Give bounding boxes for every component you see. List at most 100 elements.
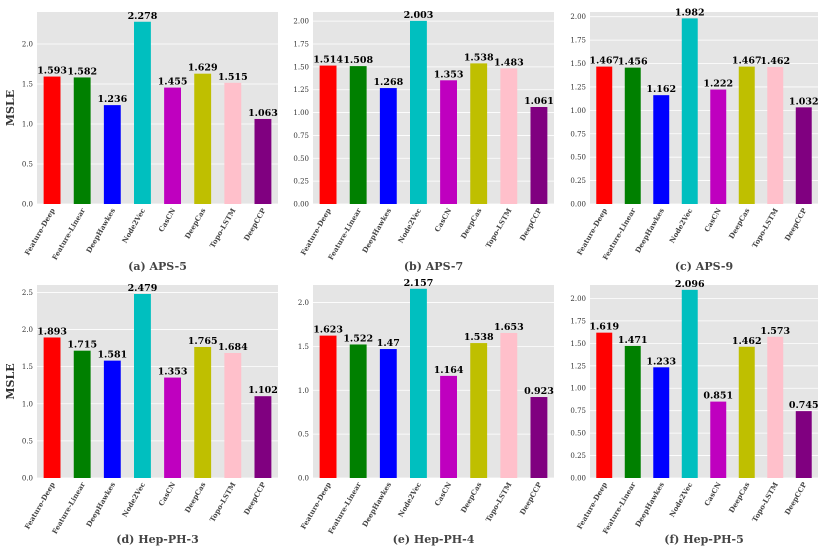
x-tick-label: Node2Vec [120, 207, 147, 245]
x-tick-label: Topo-LSTM [484, 206, 514, 249]
y-tick-label: 0.00 [570, 475, 586, 483]
data-label: 0.851 [703, 391, 733, 402]
data-label: 1.061 [524, 96, 554, 107]
y-tick-label: 1.75 [570, 317, 586, 325]
bar [738, 66, 755, 204]
bar [224, 352, 242, 478]
data-label: 1.462 [760, 56, 790, 67]
x-tick-label: DeepCas [727, 206, 752, 240]
y-tick-label: 2.0 [22, 326, 33, 334]
data-label: 1.982 [675, 7, 705, 18]
x-tick-label: DeepCCP [242, 206, 268, 243]
data-label: 1.514 [313, 55, 343, 66]
plot-area [37, 285, 278, 478]
y-tick-label: 0.25 [570, 177, 586, 185]
data-label: 1.483 [494, 57, 524, 68]
x-tick-label: Topo-LSTM [208, 480, 238, 523]
y-tick-label: 1.0 [298, 387, 309, 395]
data-label: 1.765 [188, 336, 218, 347]
chart-panel: 0.0 0.5 1.0 1.5 2.0 MSLE 1.593 Feature-Deep 1.58… [4, 11, 278, 273]
bar [500, 332, 518, 478]
bar [653, 95, 670, 204]
data-label: 1.456 [618, 57, 648, 68]
y-tick-label: 2.0 [22, 41, 33, 49]
chart-caption: (d) Hep-PH-3 [116, 533, 198, 546]
data-label: 1.353 [158, 367, 188, 378]
plot-area [313, 12, 554, 204]
x-tick-label: Feature-Deep [23, 480, 57, 530]
y-tick-label: 0.0 [22, 475, 33, 483]
y-tick-label: 2.00 [570, 13, 586, 21]
x-tick-label: DeepCas [727, 480, 752, 514]
y-tick-label: 1.50 [293, 63, 309, 71]
y-tick-label: 1.25 [570, 362, 586, 370]
y-tick-label: 1.25 [293, 86, 309, 94]
bar [410, 288, 427, 478]
x-tick-label: Node2Vec [396, 481, 423, 519]
bar [440, 375, 457, 478]
x-tick-label: Feature-Linear [326, 206, 363, 261]
y-tick-label: 0.75 [570, 130, 586, 138]
chart-panel: 0.00 0.25 0.50 0.75 1.00 1.25 1.50 1.75 2.00 1.46… [570, 7, 818, 273]
bar [710, 401, 727, 478]
x-tick-label: CasCN [432, 480, 453, 508]
data-label: 2.157 [404, 278, 434, 289]
data-label: 1.471 [618, 335, 648, 346]
x-tick-label: Feature-Deep [575, 206, 609, 256]
data-label: 1.515 [218, 72, 248, 83]
bar [795, 107, 812, 204]
bar [224, 82, 242, 204]
data-label: 1.467 [732, 56, 762, 67]
bar [134, 21, 151, 205]
data-label: 2.003 [404, 10, 434, 21]
x-tick-label: DeepHawkes [84, 480, 117, 528]
x-tick-label: DeepCCP [518, 480, 544, 517]
x-tick-label: DeepCas [459, 480, 484, 514]
data-label: 1.467 [589, 56, 619, 67]
bar [349, 344, 367, 478]
x-tick-label: CasCN [156, 480, 177, 508]
x-tick-label: Node2Vec [667, 207, 694, 245]
y-tick-label: 1.00 [293, 109, 309, 117]
bar [653, 367, 670, 478]
y-tick-label: 1.25 [570, 83, 586, 91]
x-tick-label: Feature-Linear [326, 480, 363, 535]
data-label: 1.222 [703, 79, 733, 90]
y-tick-label: 1.5 [298, 343, 309, 351]
y-tick-label: 0.00 [570, 201, 586, 209]
x-tick-label: DeepHawkes [360, 206, 393, 254]
chart-caption: (c) APS-9 [675, 260, 733, 273]
x-tick-label: DeepHawkes [360, 480, 393, 528]
y-tick-label: 1.50 [570, 60, 586, 68]
x-tick-label: Node2Vec [396, 207, 423, 245]
data-label: 1.268 [373, 77, 403, 88]
data-label: 1.619 [589, 322, 619, 333]
data-label: 1.102 [248, 385, 278, 396]
bar [319, 335, 337, 478]
bar [319, 65, 337, 204]
data-label: 1.508 [343, 55, 373, 66]
data-label: 2.479 [128, 283, 158, 294]
bar [194, 346, 212, 478]
y-tick-label: 1.00 [570, 385, 586, 393]
x-tick-label: DeepCCP [783, 206, 809, 243]
bar [470, 63, 488, 204]
bar [164, 87, 181, 204]
x-tick-label: DeepCas [183, 206, 208, 240]
x-tick-label: Topo-LSTM [750, 480, 780, 523]
bar [103, 105, 121, 204]
data-label: 1.236 [97, 94, 127, 105]
data-label: 1.581 [97, 350, 127, 361]
bar [164, 377, 181, 478]
x-tick-label: Feature-Linear [50, 480, 87, 535]
chart-panel: 0.00 0.25 0.50 0.75 1.00 1.25 1.50 1.75 2.00 1.51… [293, 10, 554, 273]
bar [194, 73, 212, 205]
bar [470, 343, 488, 478]
x-tick-label: CasCN [702, 206, 723, 234]
x-tick-label: Topo-LSTM [750, 206, 780, 249]
bar [73, 77, 91, 204]
plot-area [590, 12, 818, 204]
x-tick-label: Topo-LSTM [484, 480, 514, 523]
data-label: 0.923 [524, 386, 554, 397]
